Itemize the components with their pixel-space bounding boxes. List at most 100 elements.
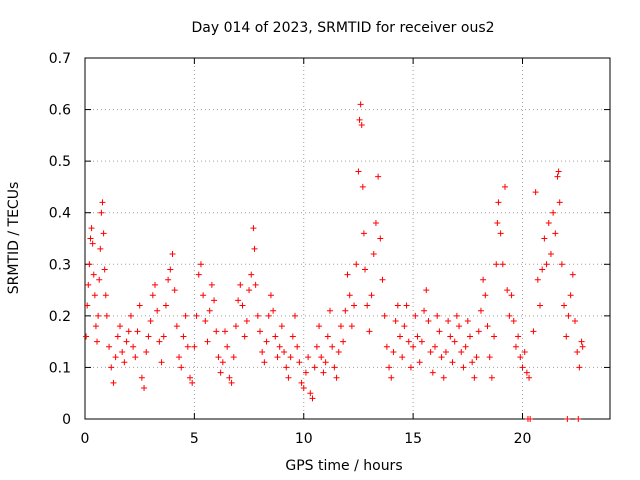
x-axis-label: GPS time / hours <box>285 458 402 474</box>
data-point-marker <box>158 359 165 366</box>
data-point-marker <box>342 307 349 314</box>
data-point-marker <box>410 343 417 350</box>
data-point-marker <box>322 359 329 366</box>
data-point-marker <box>464 318 471 325</box>
data-point-marker <box>145 333 152 340</box>
y-tick-label: 0 <box>62 412 71 428</box>
data-point-marker <box>368 292 375 299</box>
data-point-marker <box>180 333 187 340</box>
data-point-marker <box>204 338 211 345</box>
data-point-marker <box>537 302 543 309</box>
data-point-marker <box>530 328 537 335</box>
data-point-marker <box>243 318 250 325</box>
data-point-marker <box>375 173 382 180</box>
data-point-marker <box>86 261 93 268</box>
data-point-marker <box>366 328 373 335</box>
data-point-marker <box>127 312 134 319</box>
data-point-marker <box>471 374 478 381</box>
data-point-marker <box>407 364 414 371</box>
data-point-marker <box>421 307 428 314</box>
data-point-marker <box>125 328 132 335</box>
y-tick-label: 0.3 <box>49 257 71 273</box>
data-point-marker <box>149 292 156 299</box>
data-point-marker <box>442 348 449 355</box>
data-point-marker <box>89 240 96 247</box>
data-point-marker <box>346 292 353 299</box>
data-point-marker <box>211 297 218 304</box>
data-point-marker <box>313 343 320 350</box>
data-point-marker <box>206 307 213 314</box>
data-point-marker <box>285 374 292 381</box>
data-point-marker <box>154 307 161 314</box>
data-point-marker <box>561 302 568 309</box>
data-point-marker <box>576 364 583 371</box>
chart-title: Day 014 of 2023, SRMTID for receiver ous… <box>191 20 494 36</box>
data-point-marker <box>565 312 572 319</box>
data-point-marker <box>251 245 258 252</box>
data-point-marker <box>351 302 358 309</box>
data-point-marker <box>556 199 563 206</box>
data-point-marker <box>230 354 237 361</box>
data-point-marker <box>272 333 279 340</box>
data-point-marker <box>98 209 105 216</box>
data-point-marker <box>232 323 239 330</box>
data-point-marker <box>488 374 495 381</box>
y-tick-label: 0.2 <box>49 309 71 325</box>
data-point-marker <box>217 369 224 376</box>
data-point-marker <box>123 338 130 345</box>
data-point-marker <box>263 338 270 345</box>
data-point-marker <box>499 261 506 268</box>
data-point-marker <box>569 271 576 278</box>
y-axis-label: SRMTID / TECUs <box>6 182 22 295</box>
data-point-marker <box>222 328 228 335</box>
data-point-marker <box>165 276 172 283</box>
data-point-marker <box>106 343 113 350</box>
data-point-marker <box>579 343 586 350</box>
data-point-marker <box>405 338 412 345</box>
data-point-marker <box>425 318 432 325</box>
data-point-marker <box>152 281 158 288</box>
data-point-marker <box>412 312 419 319</box>
data-point-marker <box>473 354 480 361</box>
data-point-marker <box>504 287 511 294</box>
data-point-marker <box>451 338 458 345</box>
data-point-marker <box>91 292 98 299</box>
data-point-marker <box>539 266 546 273</box>
data-point-marker <box>438 354 445 361</box>
data-point-marker <box>482 292 489 299</box>
data-point-marker <box>184 343 191 350</box>
data-point-marker <box>101 266 108 273</box>
data-point-marker <box>394 302 401 309</box>
data-point-marker <box>379 276 386 283</box>
data-point-marker <box>399 354 406 361</box>
data-point-marker <box>534 276 541 283</box>
data-point-marker <box>160 333 167 340</box>
y-tick-label: 0.5 <box>49 154 71 170</box>
data-point-marker <box>335 348 342 355</box>
y-tick-labels: 0 0.1 0.2 0.3 0.4 0.5 0.6 0.7 <box>49 51 71 428</box>
data-point-marker <box>94 338 101 345</box>
data-point-marker <box>171 287 178 294</box>
data-point-marker <box>283 364 290 371</box>
data-point-marker <box>414 333 421 340</box>
data-point-marker <box>259 348 266 355</box>
data-point-marker <box>460 364 467 371</box>
data-point-marker <box>87 235 94 242</box>
data-point-marker <box>401 323 408 330</box>
data-point-marker <box>397 333 403 340</box>
data-point-marker <box>491 333 498 340</box>
data-point-marker <box>449 359 456 366</box>
data-point-marker <box>226 374 233 381</box>
data-point-marker <box>327 307 333 314</box>
data-point-marker <box>119 348 126 355</box>
data-point-marker <box>423 287 430 294</box>
data-point-marker <box>311 364 318 371</box>
data-point-marker <box>292 312 298 319</box>
data-point-marker <box>261 359 268 366</box>
data-point-marker <box>316 323 323 330</box>
data-point-marker <box>447 333 454 340</box>
data-point-marker <box>372 220 379 227</box>
data-point-marker <box>558 261 565 268</box>
data-point-marker <box>362 266 368 273</box>
